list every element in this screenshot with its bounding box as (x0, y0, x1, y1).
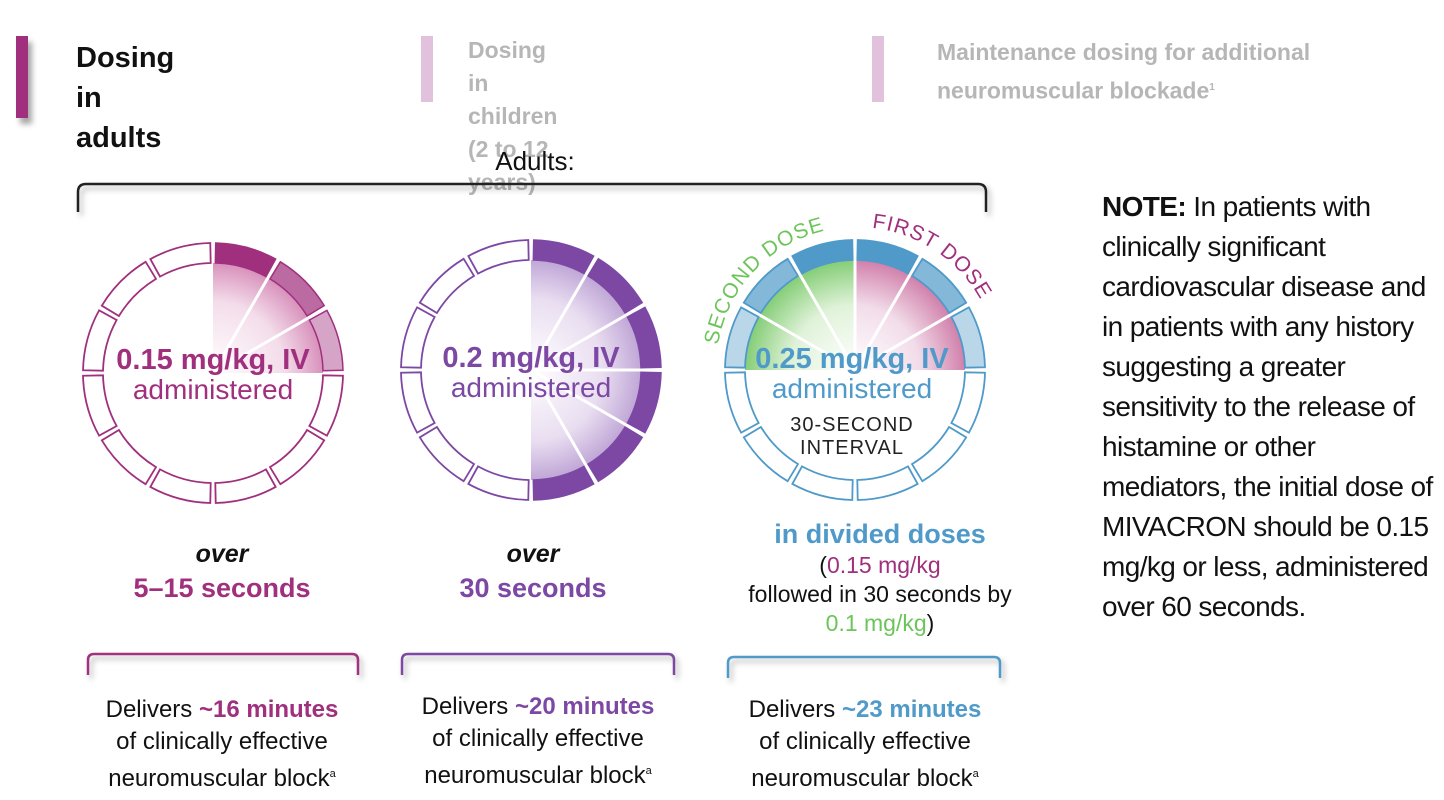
ring-segment-filled (214, 242, 277, 278)
segment-divider (530, 313, 628, 372)
ring-segment (400, 306, 436, 369)
ring-segment (82, 309, 118, 372)
dose-label-3: 0.25 mg/kg, IV administered 30-SECOND INT… (722, 344, 982, 460)
segment-divider (212, 316, 310, 375)
dose-label-1: 0.15 mg/kg, IV administered (83, 345, 343, 405)
segment-divider (211, 276, 270, 374)
section-title: Adults: (495, 146, 575, 176)
interval-label: 30-SECOND INTERVAL (790, 413, 914, 459)
ring-segment (100, 428, 158, 486)
tab-indicator (872, 36, 884, 102)
segment-divider (798, 273, 857, 371)
segment-divider (530, 368, 628, 427)
ring-segment (950, 371, 986, 434)
deliver-text-2: Delivers ~20 minutes of clinically effec… (421, 693, 655, 789)
ring-segment (82, 374, 118, 437)
segment-divider (853, 273, 912, 371)
ring-segment-filled (268, 260, 326, 318)
segment-divider (529, 369, 588, 467)
ring-segment (100, 260, 158, 318)
bracket-dose-2 (400, 652, 676, 675)
ring-segment (418, 425, 476, 483)
ring-segment (149, 468, 212, 504)
ring-segment (467, 239, 530, 275)
ring-segment-filled (626, 306, 662, 369)
dose-label-2: 0.2 mg/kg, IV administered (401, 343, 661, 403)
ring-segment (308, 374, 344, 437)
ring-segment (742, 257, 800, 315)
duration-2: over 30 seconds (459, 540, 607, 603)
segment-divider (854, 313, 952, 372)
ring-segment (724, 371, 760, 434)
second-dose-wedge (745, 260, 855, 370)
ring-segment (268, 428, 326, 486)
ring-segment-filled (532, 465, 595, 501)
bracket-dose-3 (726, 655, 1002, 678)
divided-doses: in divided doses (0.15 mg/kg followed in… (748, 519, 1012, 636)
dose-admin: administered (132, 374, 294, 406)
dose-amount: 0.25 mg/kg, IV (755, 343, 949, 375)
ring-segment (791, 239, 854, 275)
note-text: NOTE: In patients with clinically signif… (1102, 191, 1433, 622)
adults-bracket (76, 182, 988, 212)
bracket-dose-1 (86, 652, 360, 675)
ring-segment-filled (586, 425, 644, 483)
first-dose-wedge (855, 260, 965, 370)
tab-label: Maintenance dosing for additional neuromu… (937, 39, 1311, 104)
ring-segment (400, 371, 436, 434)
dose-admin: administered (450, 372, 612, 404)
ring-segment-filled (586, 257, 644, 315)
tab-indicator (421, 36, 433, 102)
ring-segment (856, 465, 919, 501)
ring-segment (149, 242, 212, 278)
tab-label: Dosing in adults (76, 42, 175, 154)
ring-segment (742, 425, 800, 483)
ring-segment (418, 257, 476, 315)
dose-amount: 0.15 mg/kg, IV (116, 344, 310, 376)
dose-fill-wedge (213, 263, 323, 373)
dose-amount: 0.2 mg/kg, IV (442, 342, 620, 374)
segment-divider (758, 313, 856, 372)
tab-label: Dosing in children (2 to 12 years) (468, 37, 558, 195)
ring-segment (856, 239, 919, 275)
ring-segment (910, 425, 968, 483)
deliver-text-3: Delivers ~23 minutes of clinically effec… (748, 696, 982, 792)
ring-segment (791, 465, 854, 501)
ring-segment (910, 257, 968, 315)
tab-active-indicator (16, 36, 28, 118)
segment-divider (529, 273, 588, 371)
ring-segment (950, 306, 986, 369)
deliver-text-1: Delivers ~16 minutes of clinically effec… (105, 696, 339, 792)
ring-segment (214, 468, 277, 504)
ring-segment (724, 306, 760, 369)
duration-1: over 5–15 seconds (133, 540, 311, 603)
ring-segment-filled (308, 309, 344, 372)
dose-admin: administered (771, 373, 933, 405)
ring-segment-filled (626, 371, 662, 434)
ring-segment-filled (532, 239, 595, 275)
ring-segment (467, 465, 530, 501)
